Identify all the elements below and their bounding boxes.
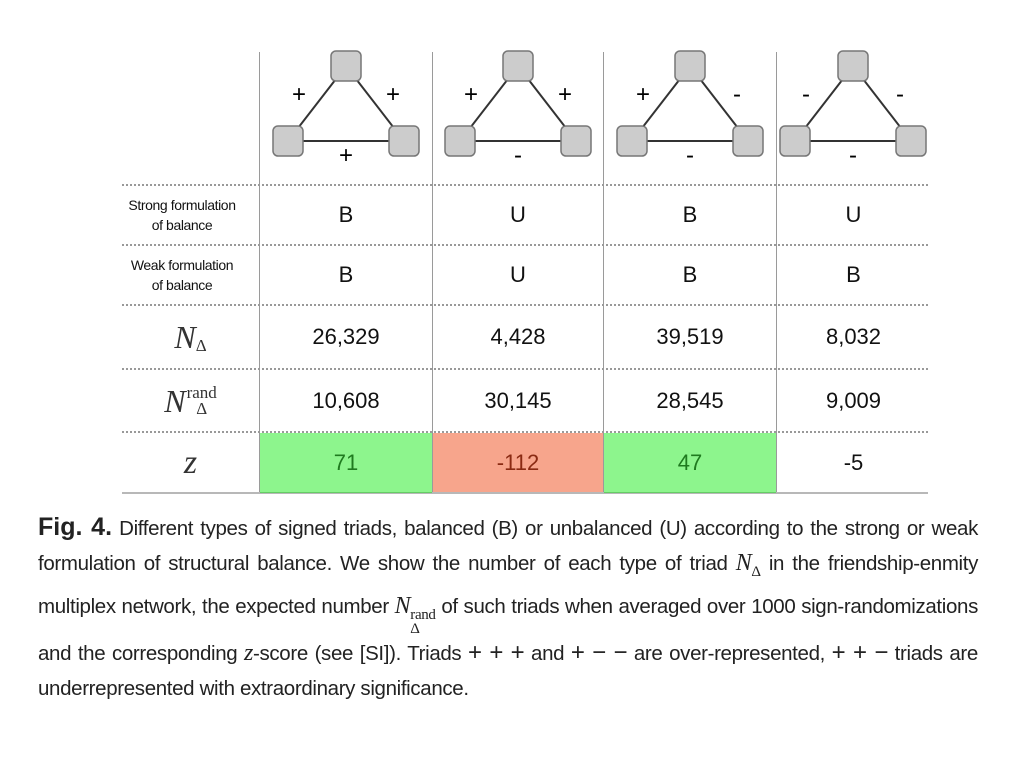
cell-weak: B [682, 262, 698, 287]
cell-strong: U [510, 202, 526, 227]
row-divider [122, 244, 928, 246]
symbol: N [164, 382, 186, 419]
edge-sign-bottom: - [686, 142, 694, 169]
caption-text: -score (see [SI]). Triads [253, 642, 469, 666]
column-divider [259, 52, 260, 492]
row-divider [122, 368, 928, 370]
row-label-z: z [122, 433, 259, 492]
triad-node [271, 125, 304, 157]
edge-sign-left: + [635, 81, 649, 108]
figure-label: Fig. 4. [38, 513, 113, 541]
row-label-strong: Strong formulation of balance [105, 186, 259, 244]
triad-diagram: + + - [443, 50, 592, 169]
math-z: z [244, 640, 254, 667]
triad-node [779, 125, 811, 157]
row-divider [122, 492, 928, 494]
triad-diagram: + + + [271, 50, 420, 169]
caption-text: in the friendship-enmity multiplex netwo… [38, 552, 978, 619]
triad-node [329, 50, 362, 82]
sign-sequence: + + + [468, 639, 525, 667]
triad-node [501, 50, 534, 82]
triad-node [443, 125, 476, 157]
caption-text: are over-represented, [627, 642, 832, 666]
triad-node [387, 125, 420, 157]
figure-caption: Fig. 4. Different types of signed triads… [38, 510, 978, 706]
subscript: Δ [196, 399, 208, 418]
caption-text: and [524, 642, 571, 666]
edge-sign-bottom: - [849, 142, 857, 169]
cell-strong: B [338, 202, 354, 227]
row-divider [122, 184, 928, 186]
row-label-n-rand: N rand Δ [122, 370, 259, 432]
row-divider [122, 431, 928, 433]
label-line: Strong formulation [128, 197, 236, 213]
cell-n: 4,428 [490, 324, 546, 349]
triad-diagram: + - - [615, 50, 764, 169]
cell-strong: B [682, 202, 698, 227]
cell-n: 26,329 [312, 324, 380, 349]
triad-node [673, 50, 706, 82]
label-line: Weak formulation [130, 257, 234, 273]
math-n-triad: NΔ [735, 550, 761, 580]
cell-weak: U [510, 262, 526, 287]
cell-nrand: 10,608 [312, 388, 380, 413]
cell-weak: B [338, 262, 354, 287]
triad-node [559, 125, 592, 157]
column-divider [776, 52, 777, 492]
edge-sign-left: - [802, 81, 810, 108]
caption-text: of such triads when averaged over 1000 s… [38, 595, 978, 666]
edge-sign-bottom: + [338, 142, 352, 169]
sign-sequence: + − − [570, 639, 628, 667]
cell-n: 39,519 [656, 324, 724, 349]
label-line: of balance [151, 217, 213, 233]
cell-n: 8,032 [825, 324, 882, 349]
row-divider [122, 304, 928, 306]
sign-sequence: + + − [831, 639, 889, 667]
subscript: Δ [410, 621, 420, 638]
edge-sign-bottom: - [514, 142, 522, 169]
cell-strong: U [845, 202, 862, 227]
subscript: Δ [751, 564, 761, 581]
cell-nrand: 30,145 [484, 388, 552, 413]
triad-node [615, 125, 648, 157]
label-line: of balance [151, 277, 213, 293]
cell-z: -112 [433, 433, 603, 492]
superscript: rand [410, 607, 436, 624]
column-divider [432, 52, 433, 492]
edge-sign-right: + [385, 81, 399, 108]
symbol: N [394, 593, 411, 620]
triad-diagram: - - - [779, 50, 927, 169]
symbol: N [174, 318, 196, 355]
edge-sign-right: - [733, 81, 741, 108]
cell-z: 47 [604, 433, 776, 493]
cell-z: -5 [843, 449, 864, 475]
column-divider [603, 52, 604, 492]
edge-sign-right: + [557, 81, 571, 108]
cell-weak: B [846, 262, 861, 287]
superscript: rand [186, 383, 217, 402]
edge-sign-left: + [463, 81, 477, 108]
cell-nrand: 28,545 [656, 388, 724, 413]
caption-text: triads are underrepresented with extraor… [38, 642, 978, 700]
triad-node [895, 125, 927, 157]
cell-nrand: 9,009 [825, 388, 882, 413]
symbol: N [735, 550, 752, 577]
caption-text: Different types of signed triads, balanc… [38, 517, 978, 576]
edge-sign-right: - [896, 81, 904, 108]
subscript: Δ [195, 336, 207, 355]
symbol: z [183, 443, 198, 481]
edge-sign-left: + [291, 81, 305, 108]
cell-z: 71 [260, 433, 432, 493]
triad-node [731, 125, 764, 157]
triad-node [837, 50, 869, 82]
row-label-weak: Weak formulation of balance [105, 246, 259, 304]
